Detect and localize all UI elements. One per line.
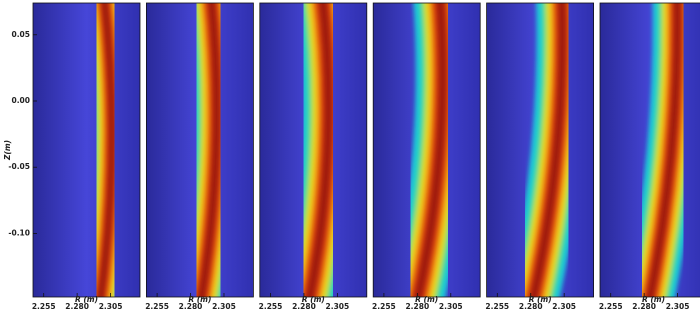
x-tick-label: 2.280 [179, 302, 203, 311]
x-tick-label: 2.305 [212, 302, 236, 311]
heatmap-band [507, 3, 588, 297]
panel-frame [486, 2, 595, 298]
x-tick-label: 2.280 [65, 302, 89, 311]
x-tick-label: 2.255 [485, 302, 509, 311]
x-tick-label: 2.255 [599, 302, 623, 311]
panel-frame [599, 2, 700, 298]
heatmap-field [146, 3, 254, 297]
x-tick-label: 2.305 [666, 302, 690, 311]
x-tick-label: 2.305 [326, 302, 350, 311]
x-axis-label: R (m) [75, 295, 98, 304]
y-tick-label: 0.00 [11, 96, 30, 105]
x-tick-label: 2.305 [552, 302, 576, 311]
heatmap-layer [197, 3, 221, 297]
x-tick-label: 2.280 [405, 302, 429, 311]
y-tick-label: 0.05 [11, 30, 30, 39]
x-axis-label: R (m) [642, 295, 665, 304]
heatmap-field [373, 3, 481, 297]
x-axis-label: R (m) [188, 295, 211, 304]
x-tick-label: 2.255 [145, 302, 169, 311]
heatmap-field [486, 3, 594, 297]
heatmap-layer [97, 3, 116, 297]
panel-frame [145, 2, 254, 298]
x-tick-label: 2.255 [259, 302, 283, 311]
panel-frame [372, 2, 481, 298]
x-tick-label: 2.305 [99, 302, 123, 311]
heatmap-band [390, 3, 470, 297]
heatmap-band [625, 3, 700, 297]
panel-frame [32, 2, 141, 298]
heatmap-field [259, 3, 367, 297]
panel-frame [259, 2, 368, 298]
x-tick-label: 2.305 [439, 302, 463, 311]
y-axis-label: Z(m) [3, 140, 12, 161]
x-tick-label: 2.280 [292, 302, 316, 311]
heatmap-band [176, 3, 242, 297]
y-tick-label: -0.10 [8, 228, 30, 237]
x-axis-label: R (m) [302, 295, 325, 304]
x-axis-label: R (m) [529, 295, 552, 304]
x-axis-label: R (m) [415, 295, 438, 304]
x-tick-label: 2.280 [632, 302, 656, 311]
heatmap-field [600, 3, 700, 297]
heatmap-band [78, 3, 135, 297]
x-tick-label: 2.255 [32, 302, 56, 311]
x-tick-label: 2.255 [372, 302, 396, 311]
heatmap-layer [305, 3, 333, 297]
heatmap-layer [529, 3, 567, 297]
heatmap-band [282, 3, 356, 297]
heatmap-field [33, 3, 140, 297]
x-tick-label: 2.280 [519, 302, 543, 311]
heatmap-layer [646, 3, 682, 297]
heatmap-layer [413, 3, 447, 297]
y-tick-label: -0.05 [8, 162, 30, 171]
